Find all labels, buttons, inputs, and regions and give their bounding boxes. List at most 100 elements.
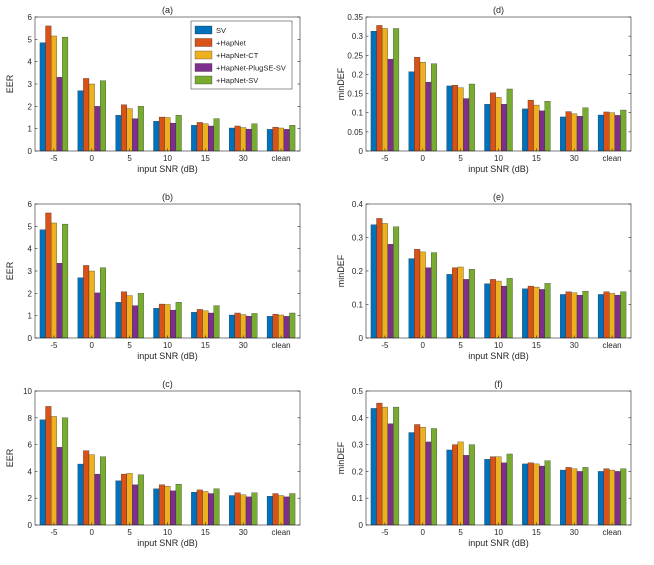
bar--hapnet-0 (83, 450, 90, 526)
x-tick-label: 15 (532, 528, 541, 537)
bar--hapnet-sv-15 (544, 460, 551, 526)
chart-title: (b) (162, 192, 173, 202)
x-tick-label: 15 (201, 341, 210, 350)
bar-sv-10 (153, 308, 160, 339)
y-tick-label: 0.1 (352, 494, 364, 503)
bar--hapnet-0 (414, 57, 421, 152)
bar--hapnet-0 (414, 424, 421, 526)
x-axis-label: input SNR (dB) (468, 538, 529, 548)
bar-sv-5 (115, 480, 122, 526)
y-tick-label: 0.05 (347, 128, 363, 137)
bar--hapnet-ct-10 (164, 485, 171, 526)
bar--hapnet-plugse-sv--5 (387, 244, 394, 339)
x-tick-label: 5 (127, 528, 132, 537)
bar--hapnet-sv-clean (620, 468, 627, 526)
bar--hapnet-plugse-sv-30 (576, 294, 583, 339)
y-tick-label: 0 (28, 334, 33, 343)
bar--hapnet-plugse-sv-5 (132, 484, 139, 526)
bar--hapnet-plugse-sv-5 (463, 455, 470, 526)
bar--hapnet-ct-30 (571, 468, 578, 526)
bar-sv--5 (39, 419, 46, 526)
bar-sv-5 (446, 274, 453, 339)
bar--hapnet-sv-0 (431, 252, 437, 339)
y-tick-label: 3 (28, 80, 33, 89)
y-tick-label: 6 (28, 200, 33, 209)
bar--hapnet-clean (603, 291, 610, 339)
y-tick-label: 4 (28, 245, 33, 254)
x-tick-label: 30 (239, 341, 248, 350)
y-tick-label: 0.2 (352, 467, 364, 476)
bar--hapnet-plugse-sv-0 (425, 81, 432, 152)
x-tick-label: 10 (163, 528, 172, 537)
bar--hapnet-ct-5 (126, 295, 133, 339)
bar--hapnet-5 (121, 291, 127, 339)
bar--hapnet--5 (45, 25, 52, 152)
bar--hapnet-15 (527, 285, 534, 339)
bar--hapnet-clean (272, 126, 279, 152)
bar--hapnet-plugse-sv-15 (208, 493, 214, 526)
bar--hapnet-sv-5 (137, 106, 144, 152)
y-tick-label: 1 (28, 312, 33, 321)
bar--hapnet-plugse-sv-15 (208, 312, 214, 339)
bar--hapnet-0 (414, 249, 421, 339)
x-tick-label: clean (603, 154, 622, 163)
bar-sv-clean (597, 114, 604, 152)
bar--hapnet-ct-15 (202, 310, 209, 339)
bar--hapnet-ct-0 (88, 83, 95, 152)
x-axis-label: input SNR (dB) (137, 351, 198, 361)
y-tick-label: 2 (28, 102, 33, 111)
bar-sv-30 (560, 469, 566, 526)
y-axis-label: minDEF (336, 254, 346, 287)
bar--hapnet-plugse-sv-30 (245, 315, 252, 339)
bar--hapnet-sv-clean (289, 493, 296, 526)
bar--hapnet-ct-clean (609, 293, 616, 339)
x-tick-label: -5 (50, 528, 58, 537)
y-tick-label: 0.5 (352, 387, 364, 396)
bar--hapnet-clean (272, 493, 279, 526)
bar--hapnet-plugse-sv-5 (132, 118, 139, 152)
bar--hapnet-plugse-sv-15 (208, 125, 214, 152)
x-tick-label: 10 (163, 341, 172, 350)
y-tick-label: 0 (359, 334, 364, 343)
x-axis-label: input SNR (dB) (468, 351, 529, 361)
bar--hapnet-sv-5 (468, 83, 475, 152)
chart-panel-3: 0 0.1 0.2 0.3 0.4 -5 0 5 10 15 30 clean (e) input SNR… (336, 192, 632, 361)
bar--hapnet-sv-10 (506, 453, 513, 526)
bar-sv-15 (522, 463, 529, 526)
bar-sv-0 (77, 463, 84, 526)
y-axis-label: minDEF (336, 67, 346, 100)
bar--hapnet-plugse-sv-5 (463, 98, 470, 152)
bar--hapnet-sv-5 (137, 474, 144, 526)
bar-sv-0 (408, 258, 415, 339)
bar--hapnet-5 (452, 444, 458, 526)
bar--hapnet-plugse-sv--5 (56, 263, 63, 339)
bar-sv-clean (597, 294, 604, 339)
bar--hapnet-sv--5 (393, 406, 400, 526)
bar--hapnet--5 (376, 402, 383, 526)
bar--hapnet-sv--5 (62, 36, 69, 152)
bar--hapnet-sv-15 (544, 283, 551, 339)
bar--hapnet-sv-30 (251, 123, 258, 152)
bar--hapnet-ct-30 (571, 292, 578, 339)
x-tick-label: -5 (381, 341, 389, 350)
bar-sv-5 (446, 85, 453, 152)
bar--hapnet--5 (376, 25, 383, 152)
y-tick-label: 0 (359, 147, 364, 156)
legend-swatch-2 (194, 50, 213, 60)
x-tick-label: clean (603, 528, 622, 537)
bar--hapnet-ct-0 (419, 251, 426, 339)
bar--hapnet-plugse-sv-0 (94, 473, 101, 526)
x-tick-label: 15 (201, 528, 210, 537)
legend-swatch-3 (194, 63, 213, 72)
bar--hapnet-sv-30 (251, 492, 258, 526)
y-tick-label: 0.2 (352, 70, 364, 79)
bar--hapnet-15 (196, 489, 203, 526)
chart-panel-1: 0 0.05 0.1 0.15 0.2 0.25 0.3 0.35 -5 0 5 10 15 30 clea… (336, 5, 632, 174)
bar-sv-15 (191, 125, 198, 152)
bar--hapnet-sv-10 (175, 115, 182, 152)
bar--hapnet-ct-15 (533, 463, 540, 526)
bar--hapnet-10 (489, 92, 496, 152)
chart-panel-4: 0 2 4 6 8 10 -5 0 5 10 15 30 clean (c) input SNR (dB) E… (5, 379, 301, 548)
bar--hapnet-plugse-sv-30 (576, 116, 583, 152)
